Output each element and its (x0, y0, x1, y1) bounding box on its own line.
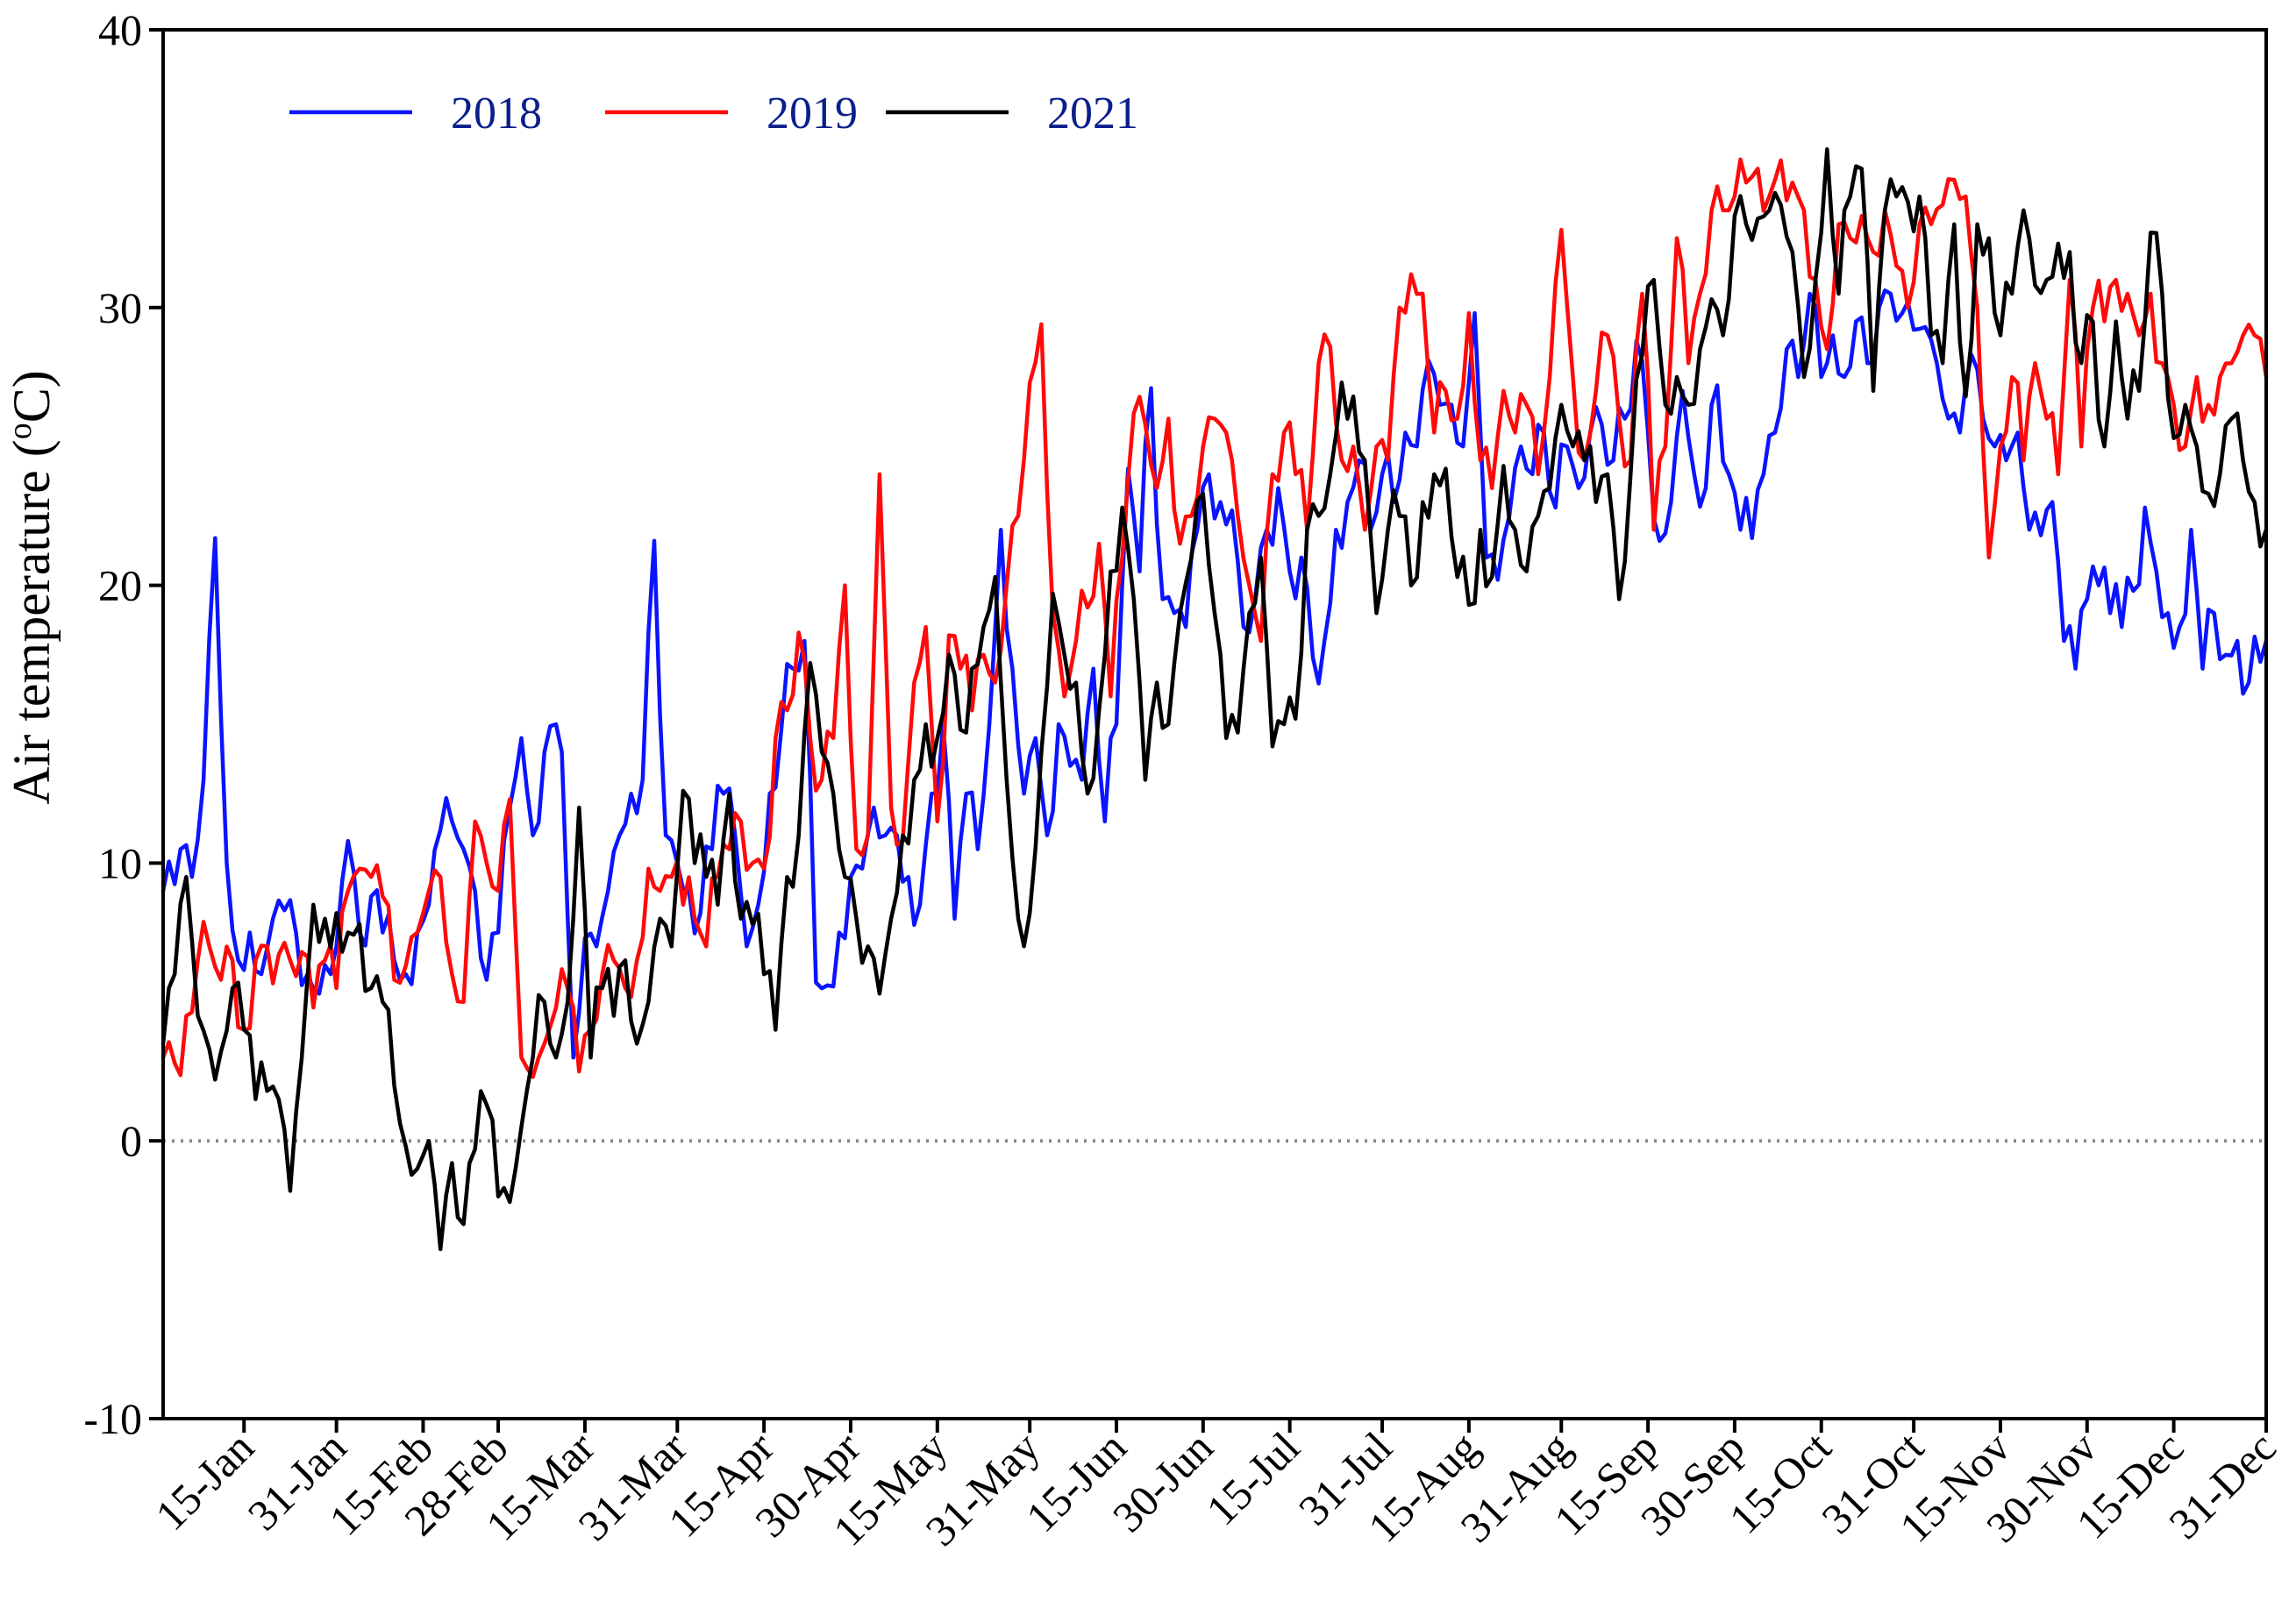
x-tick-label: 31-Dec (2159, 1422, 2285, 1548)
legend-label-2018: 2018 (451, 89, 542, 139)
plot-frame (161, 28, 2268, 1420)
series-line-2021 (160, 146, 2269, 1252)
y-axis: -10 0 10 20 30 40 (83, 5, 163, 1443)
x-tick-label: 15-Jun (1016, 1422, 1136, 1541)
x-tick-label: 15-Jul (1196, 1422, 1308, 1534)
x-axis: 15-Jan31-Jan15-Feb28-Feb15-Mar31-Mar15-A… (146, 1419, 2285, 1555)
y-tick-label: 40 (98, 5, 142, 54)
y-tick-label: 10 (98, 838, 142, 887)
y-tick-label: -10 (83, 1394, 142, 1443)
series-line-2019 (160, 157, 2269, 1079)
legend-label-2019: 2019 (767, 89, 858, 139)
legend: 2018 2019 2021 (289, 89, 1138, 139)
x-tick-label: 30-Jun (1103, 1422, 1223, 1541)
series-lines-group (160, 146, 2269, 1252)
y-axis-title: Air temperature (oC) (2, 370, 61, 804)
x-tick-label: 15-Oct (1720, 1422, 1841, 1543)
x-tick-label: 15-Jan (146, 1422, 263, 1540)
y-tick-label: 20 (98, 561, 142, 610)
y-tick-label: 0 (120, 1116, 142, 1165)
series-line-2018 (160, 288, 2269, 1060)
legend-label-2021: 2021 (1047, 89, 1138, 139)
y-tick-label: 30 (98, 283, 142, 332)
